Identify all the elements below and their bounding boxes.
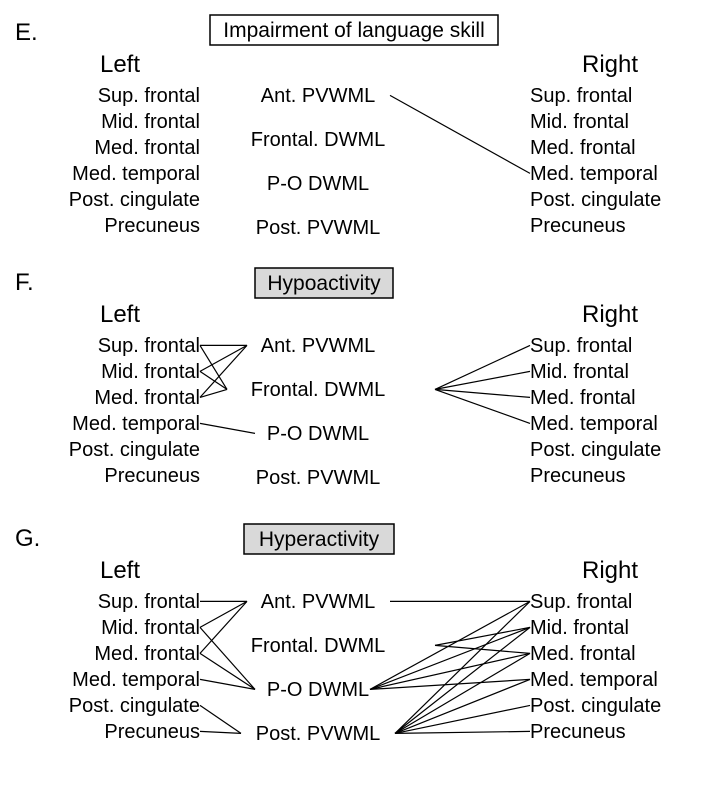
left-label: Post. cingulate [69,189,200,211]
center-label: Frontal. DWML [251,635,385,657]
right-header: Right [582,557,638,584]
left-label: Sup. frontal [98,335,200,357]
right-label: Mid. frontal [530,617,629,639]
left-label: Med. temporal [72,669,200,691]
left-header: Left [100,301,140,328]
right-label: Sup. frontal [530,85,632,107]
right-label: Post. cingulate [530,189,661,211]
center-label: Ant. PVWML [261,85,375,107]
right-header: Right [582,51,638,78]
left-header: Left [100,51,140,78]
left-header: Left [100,557,140,584]
left-label: Med. frontal [94,137,200,159]
center-label: Ant. PVWML [261,591,375,613]
panel-letter: F. [15,269,34,296]
left-label: Precuneus [104,721,200,743]
left-label: Med. temporal [72,413,200,435]
left-label: Precuneus [104,215,200,237]
center-label: Post. PVWML [256,723,380,745]
panel-title: Hypoactivity [267,272,381,295]
panel-letter: G. [15,525,40,552]
right-label: Post. cingulate [530,695,661,717]
left-label: Med. temporal [72,163,200,185]
right-label: Med. temporal [530,413,658,435]
right-label: Med. frontal [530,643,636,665]
center-label: P-O DWML [267,173,369,195]
left-label: Mid. frontal [101,111,200,133]
right-label: Mid. frontal [530,361,629,383]
center-label: Ant. PVWML [261,335,375,357]
right-label: Mid. frontal [530,111,629,133]
center-label: Post. PVWML [256,467,380,489]
center-label: Frontal. DWML [251,129,385,151]
panel-title: Impairment of language skill [223,19,484,42]
right-label: Post. cingulate [530,439,661,461]
center-label: P-O DWML [267,679,369,701]
panel-letter: E. [15,19,38,46]
left-label: Sup. frontal [98,85,200,107]
left-label: Mid. frontal [101,361,200,383]
left-label: Med. frontal [94,387,200,409]
panel-title: Hyperactivity [259,528,380,551]
right-label: Precuneus [530,465,626,487]
center-label: Post. PVWML [256,217,380,239]
left-label: Post. cingulate [69,695,200,717]
left-label: Sup. frontal [98,591,200,613]
center-label: Frontal. DWML [251,379,385,401]
left-label: Post. cingulate [69,439,200,461]
right-label: Med. frontal [530,137,636,159]
center-label: P-O DWML [267,423,369,445]
right-label: Sup. frontal [530,335,632,357]
left-label: Med. frontal [94,643,200,665]
right-header: Right [582,301,638,328]
right-label: Med. frontal [530,387,636,409]
left-label: Precuneus [104,465,200,487]
right-label: Med. temporal [530,669,658,691]
right-label: Precuneus [530,215,626,237]
left-label: Mid. frontal [101,617,200,639]
right-label: Precuneus [530,721,626,743]
diagram-canvas: E. Impairment of language skill Left Right S… [0,0,719,801]
right-label: Med. temporal [530,163,658,185]
right-label: Sup. frontal [530,591,632,613]
